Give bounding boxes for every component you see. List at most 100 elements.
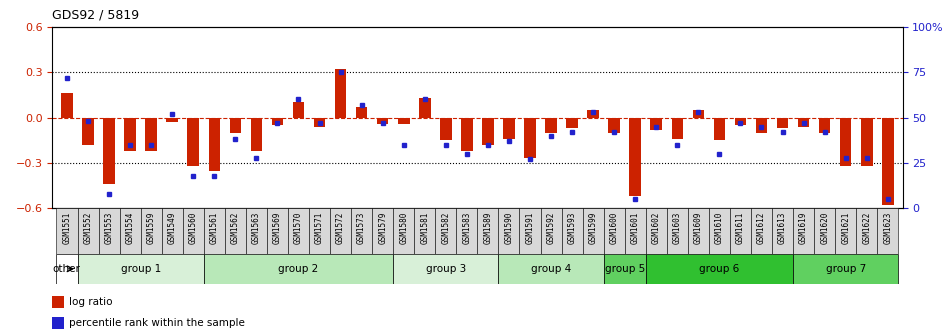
Text: GSM1599: GSM1599 [589,212,598,244]
FancyBboxPatch shape [730,208,750,254]
Bar [83,118,94,145]
Bar [545,118,557,133]
FancyBboxPatch shape [414,208,435,254]
FancyBboxPatch shape [814,208,835,254]
Bar [61,93,73,118]
Text: GSM1583: GSM1583 [463,212,471,244]
Text: percentile rank within the sample: percentile rank within the sample [68,318,245,328]
Text: GSM1549: GSM1549 [168,212,177,244]
FancyBboxPatch shape [541,208,561,254]
FancyBboxPatch shape [582,208,603,254]
Bar [204,254,393,284]
FancyBboxPatch shape [856,208,877,254]
FancyBboxPatch shape [162,208,182,254]
Text: GSM1563: GSM1563 [252,212,261,244]
Bar [145,118,157,151]
Text: GSM1562: GSM1562 [231,212,239,244]
Bar [56,254,78,284]
Bar [272,118,283,125]
Text: GDS92 / 5819: GDS92 / 5819 [52,8,140,22]
Text: group 7: group 7 [826,264,865,274]
FancyBboxPatch shape [625,208,646,254]
FancyBboxPatch shape [709,208,730,254]
Bar [819,118,830,133]
Bar [798,118,809,127]
Bar [504,118,515,139]
FancyBboxPatch shape [456,208,477,254]
Bar [251,118,262,151]
Bar [713,118,725,140]
Bar [840,118,851,166]
Text: GSM1552: GSM1552 [84,212,92,244]
FancyBboxPatch shape [372,208,393,254]
Text: GSM1592: GSM1592 [546,212,556,244]
FancyBboxPatch shape [309,208,330,254]
FancyBboxPatch shape [793,208,814,254]
Text: GSM1613: GSM1613 [778,212,787,244]
Text: group 3: group 3 [426,264,466,274]
Text: GSM1559: GSM1559 [146,212,156,244]
Text: GSM1602: GSM1602 [652,212,661,244]
Bar [524,118,536,159]
Bar [52,296,65,308]
Bar [187,118,200,166]
Bar [393,254,499,284]
FancyBboxPatch shape [288,208,309,254]
FancyBboxPatch shape [246,208,267,254]
FancyBboxPatch shape [352,208,372,254]
Text: GSM1573: GSM1573 [357,212,366,244]
FancyBboxPatch shape [667,208,688,254]
Text: GSM1611: GSM1611 [736,212,745,244]
Text: GSM1561: GSM1561 [210,212,218,244]
FancyBboxPatch shape [877,208,899,254]
FancyBboxPatch shape [56,208,78,254]
Text: GSM1610: GSM1610 [715,212,724,244]
Text: GSM1593: GSM1593 [567,212,577,244]
Text: GSM1589: GSM1589 [484,212,492,244]
Bar [587,110,598,118]
Text: GSM1600: GSM1600 [610,212,618,244]
Text: GSM1579: GSM1579 [378,212,388,244]
Text: log ratio: log ratio [68,297,112,307]
FancyBboxPatch shape [750,208,772,254]
FancyBboxPatch shape [204,208,225,254]
Bar [314,118,325,127]
FancyBboxPatch shape [435,208,456,254]
Bar [755,118,768,133]
Bar [603,254,646,284]
Bar [377,118,389,124]
Text: GSM1621: GSM1621 [841,212,850,244]
Text: group 6: group 6 [699,264,739,274]
FancyBboxPatch shape [330,208,352,254]
Bar [166,118,178,122]
Bar [230,118,241,133]
FancyBboxPatch shape [141,208,162,254]
Bar [293,102,304,118]
Bar [882,118,894,205]
FancyBboxPatch shape [225,208,246,254]
Text: group 2: group 2 [278,264,318,274]
Bar [356,107,368,118]
FancyBboxPatch shape [646,208,667,254]
Bar [630,118,641,196]
Text: GSM1623: GSM1623 [884,212,892,244]
Bar [608,118,620,133]
Text: group 1: group 1 [121,264,161,274]
Text: GSM1622: GSM1622 [863,212,871,244]
Bar [124,118,136,151]
Bar [482,118,494,145]
Text: GSM1551: GSM1551 [63,212,71,244]
Text: group 5: group 5 [604,264,645,274]
Bar [461,118,473,151]
Bar [52,317,65,329]
FancyBboxPatch shape [499,208,520,254]
Text: GSM1571: GSM1571 [315,212,324,244]
Text: GSM1569: GSM1569 [273,212,282,244]
Bar [861,118,872,166]
Bar [208,118,220,170]
FancyBboxPatch shape [772,208,793,254]
Bar [646,254,793,284]
Text: GSM1603: GSM1603 [673,212,682,244]
FancyBboxPatch shape [78,208,99,254]
Text: GSM1609: GSM1609 [694,212,703,244]
